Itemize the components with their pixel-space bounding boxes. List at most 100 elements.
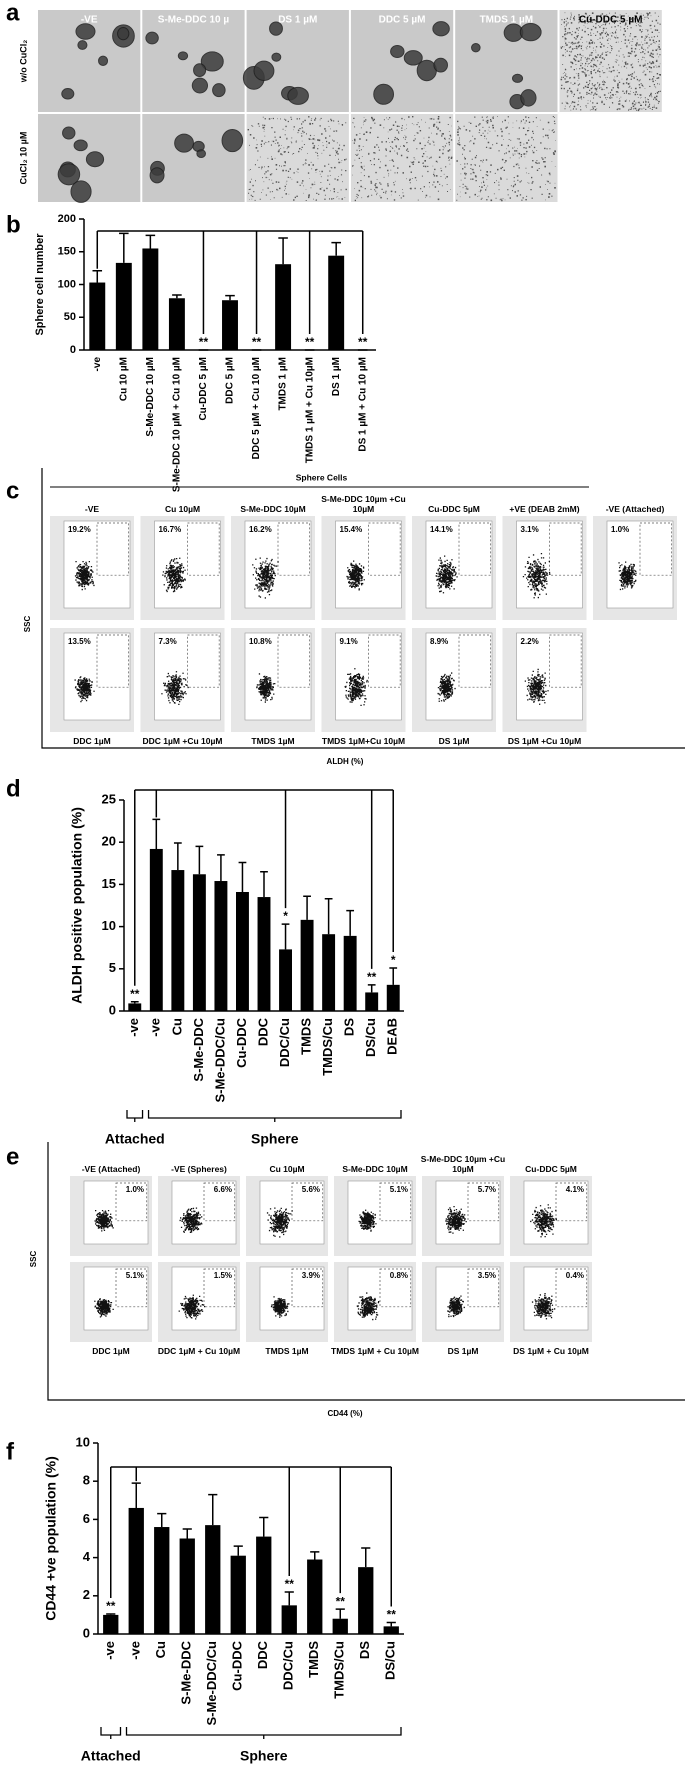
event-cloud — [256, 673, 276, 703]
bar — [154, 1527, 170, 1634]
gate — [96, 634, 130, 688]
error-bar — [361, 1547, 371, 1568]
column-label: TMDS 1µM — [265, 1346, 309, 1356]
gate — [555, 1182, 588, 1222]
flow-plot-area — [516, 632, 583, 721]
x-tick-label: S-Me-DDC — [191, 1017, 206, 1081]
x-tick-label: DDC — [255, 1017, 270, 1046]
gate — [277, 522, 311, 576]
panel-label: e — [6, 1143, 19, 1170]
micrograph-content — [456, 116, 556, 202]
gate-percent: 1.0% — [611, 525, 629, 534]
error-bar — [157, 1512, 167, 1528]
group-bracket — [147, 1110, 402, 1122]
x-tick-label: DS 1 µM — [331, 357, 342, 396]
gate-percent: 19.2% — [68, 525, 91, 534]
bar — [307, 1559, 323, 1634]
y-tick-label: 100 — [58, 278, 76, 290]
bar — [128, 1003, 142, 1011]
event-cloud — [74, 561, 95, 591]
y-tick-label: 10 — [102, 918, 116, 933]
x-tick-label: Cu — [153, 1641, 168, 1658]
sphere — [432, 21, 450, 37]
panel-label: b — [6, 211, 21, 238]
gate — [368, 634, 401, 688]
significance-mark: ** — [367, 970, 377, 984]
column-label: DS 1µM — [438, 736, 470, 746]
event-cloud — [178, 1294, 206, 1320]
column-label: S-Me-DDC 10 µ — [158, 15, 230, 26]
significance-mark: * — [283, 909, 288, 923]
y-tick-label: 50 — [64, 311, 76, 323]
gate-percent: 5.1% — [390, 1185, 408, 1194]
micrograph-content — [145, 31, 226, 98]
y-axis-title: ALDH positive population (%) — [69, 807, 85, 1004]
event-cloud — [435, 555, 458, 594]
bar — [256, 1536, 272, 1634]
sphere — [73, 139, 88, 152]
error-bar — [331, 241, 341, 256]
bar — [128, 1507, 144, 1634]
flow-plot-area — [63, 520, 131, 609]
gate — [115, 1182, 148, 1222]
gate-percent: 3.9% — [302, 1271, 320, 1280]
event-cloud — [252, 557, 279, 599]
gate — [379, 1182, 412, 1222]
x-tick-label: TMDS 1 µM + Cu 10µM — [304, 357, 315, 463]
panel-label: f — [6, 1438, 15, 1465]
column-label: -VE (Attached) — [605, 504, 665, 514]
significance-mark: ** — [387, 1608, 397, 1622]
column-label: DS 1µM +Cu 10µM — [507, 736, 582, 746]
x-tick-label: DDC/Cu — [277, 1018, 292, 1067]
x-tick-label: DDC 5 µM + Cu 10 µM — [251, 357, 262, 459]
column-label: -VE (Spheres) — [171, 1164, 227, 1174]
event-cloud — [356, 1292, 380, 1321]
gate-percent: 3.1% — [521, 525, 539, 534]
event-cloud — [346, 560, 365, 591]
column-label: TMDS 1µM+Cu 10µM — [321, 736, 406, 746]
error-bar — [92, 269, 103, 283]
gate-percent: 3.5% — [478, 1271, 496, 1280]
bar — [89, 282, 106, 350]
x-tick-label: S-Me-DDC 10 µM + Cu 10 µM — [172, 357, 183, 492]
x-tick-label: TMDS 1 µM — [278, 357, 289, 411]
sphere — [269, 21, 283, 36]
bar — [328, 255, 345, 350]
error-bar — [335, 1608, 345, 1619]
gate — [187, 634, 220, 688]
flow-plot-area — [335, 632, 402, 721]
error-bar — [324, 897, 333, 935]
x-tick-label: Cu-DDC — [234, 1017, 249, 1067]
flow-plot-area — [606, 520, 674, 609]
significance-mark: ** — [305, 335, 315, 349]
column-label: DDC 1µM +Cu 10µM — [142, 736, 223, 746]
error-bar — [152, 818, 161, 849]
bar — [300, 919, 314, 1011]
bar — [171, 870, 185, 1011]
gate-percent: 1.0% — [126, 1185, 144, 1194]
y-tick-label: 15 — [102, 876, 116, 891]
event-cloud — [522, 553, 551, 599]
event-cloud — [531, 1293, 556, 1320]
column-label: DDC 1µM — [73, 736, 111, 746]
error-bar — [145, 234, 156, 249]
event-cloud — [447, 1295, 465, 1318]
bar — [142, 248, 159, 350]
gate-percent: 16.2% — [249, 525, 272, 534]
sphere — [200, 51, 224, 72]
flow-plot-area — [244, 520, 312, 609]
micrograph — [142, 10, 245, 112]
error-bar — [278, 237, 288, 265]
x-tick-label: -ve — [128, 1641, 143, 1660]
column-label: Cu-DDC 5µM — [525, 1164, 577, 1174]
sphere — [149, 167, 165, 184]
bar — [275, 264, 292, 350]
gate — [96, 522, 130, 576]
x-tick-label: Cu 10 µM — [118, 357, 129, 401]
sphere — [390, 44, 405, 58]
column-label: -VE (Attached) — [81, 1164, 141, 1174]
x-tick-label: -ve — [126, 1018, 141, 1037]
gate — [203, 1268, 236, 1308]
column-label: S-Me-DDC 10µM — [342, 1164, 408, 1174]
